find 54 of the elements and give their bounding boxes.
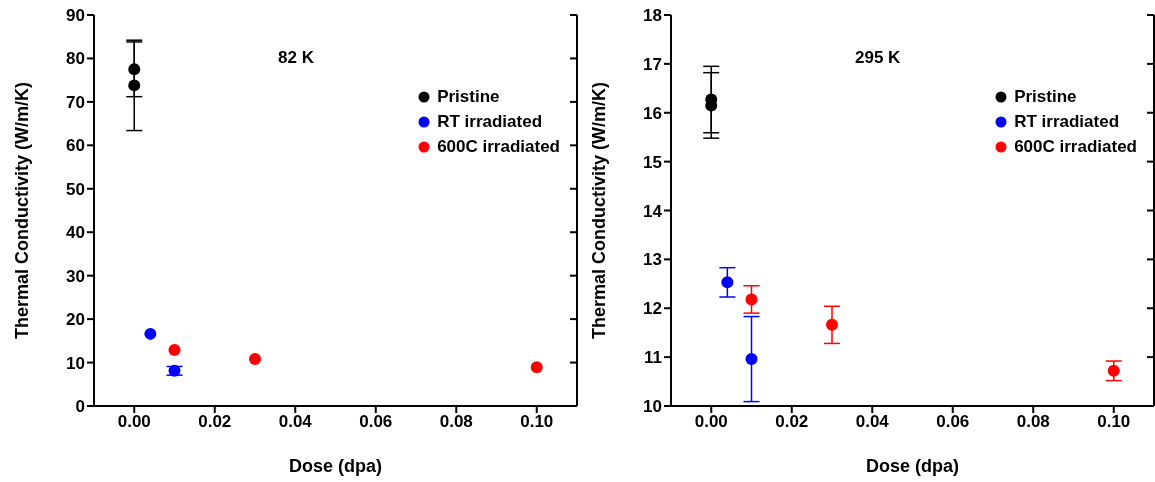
y-tick-label: 17 — [643, 54, 662, 74]
point — [745, 353, 758, 366]
x-tick-label: 0.10 — [1097, 412, 1131, 432]
annotation: 295 K — [855, 48, 901, 68]
y-tick-label: 30 — [66, 266, 85, 286]
y-axis-title: Thermal Conductivity (W/m/K) — [12, 81, 33, 340]
point — [144, 327, 157, 340]
y-tick-label: 80 — [66, 49, 85, 69]
point — [826, 318, 838, 331]
x-tick-label: 0.02 — [198, 412, 232, 432]
x-axis-title: Dose (dpa) — [865, 456, 960, 476]
y-tick-label: 12 — [643, 299, 662, 319]
x-tick-label: 0.08 — [1016, 412, 1050, 432]
y-tick-label: 16 — [643, 103, 662, 123]
legend-label: Pristine — [1014, 86, 1077, 108]
y-axis-title: Thermal Conductivity (W/m/K) — [589, 81, 610, 340]
x-tick-label: 0.10 — [520, 412, 554, 432]
point — [168, 343, 181, 356]
legend-label: Pristine — [437, 86, 500, 108]
x-tick-label: 0.00 — [694, 412, 728, 432]
annotation: 82 K — [278, 48, 314, 68]
legend-label: RT irradiated — [437, 111, 543, 133]
x-tick-label: 0.06 — [359, 412, 393, 432]
y-tick-label: 14 — [643, 201, 663, 221]
x-tick-label: 0.02 — [775, 412, 809, 432]
y-tick-label: 10 — [66, 353, 85, 373]
point — [1107, 364, 1120, 377]
x-tick-label: 0.00 — [117, 412, 151, 432]
y-tick-label: 50 — [66, 179, 85, 199]
point — [249, 353, 261, 366]
y-tick-label: 13 — [643, 250, 662, 270]
x-axis-title: Dose (dpa) — [288, 456, 383, 476]
y-tick-label: 40 — [66, 223, 85, 243]
legend-label: 600C irradiated — [1014, 136, 1137, 158]
x-tick-label: 0.04 — [855, 412, 890, 432]
point — [128, 79, 141, 92]
x-tick-label: 0.04 — [278, 412, 313, 432]
point — [721, 276, 734, 289]
y-tick-label: 70 — [66, 92, 85, 112]
point — [530, 361, 543, 374]
legend-label: 600C irradiated — [437, 136, 560, 158]
y-tick-label: 10 — [643, 397, 662, 417]
y-tick-label: 15 — [643, 152, 662, 172]
x-tick-label: 0.08 — [439, 412, 473, 432]
y-tick-label: 20 — [66, 310, 85, 330]
y-tick-label: 0 — [75, 397, 85, 417]
x-tick-label: 0.06 — [936, 412, 970, 432]
y-tick-label: 90 — [66, 6, 85, 26]
legend-label: RT irradiated — [1014, 111, 1120, 133]
y-tick-label: 11 — [644, 348, 662, 368]
y-tick-label: 18 — [643, 6, 662, 26]
point — [745, 293, 758, 306]
point — [128, 63, 141, 76]
y-tick-label: 60 — [66, 136, 85, 156]
